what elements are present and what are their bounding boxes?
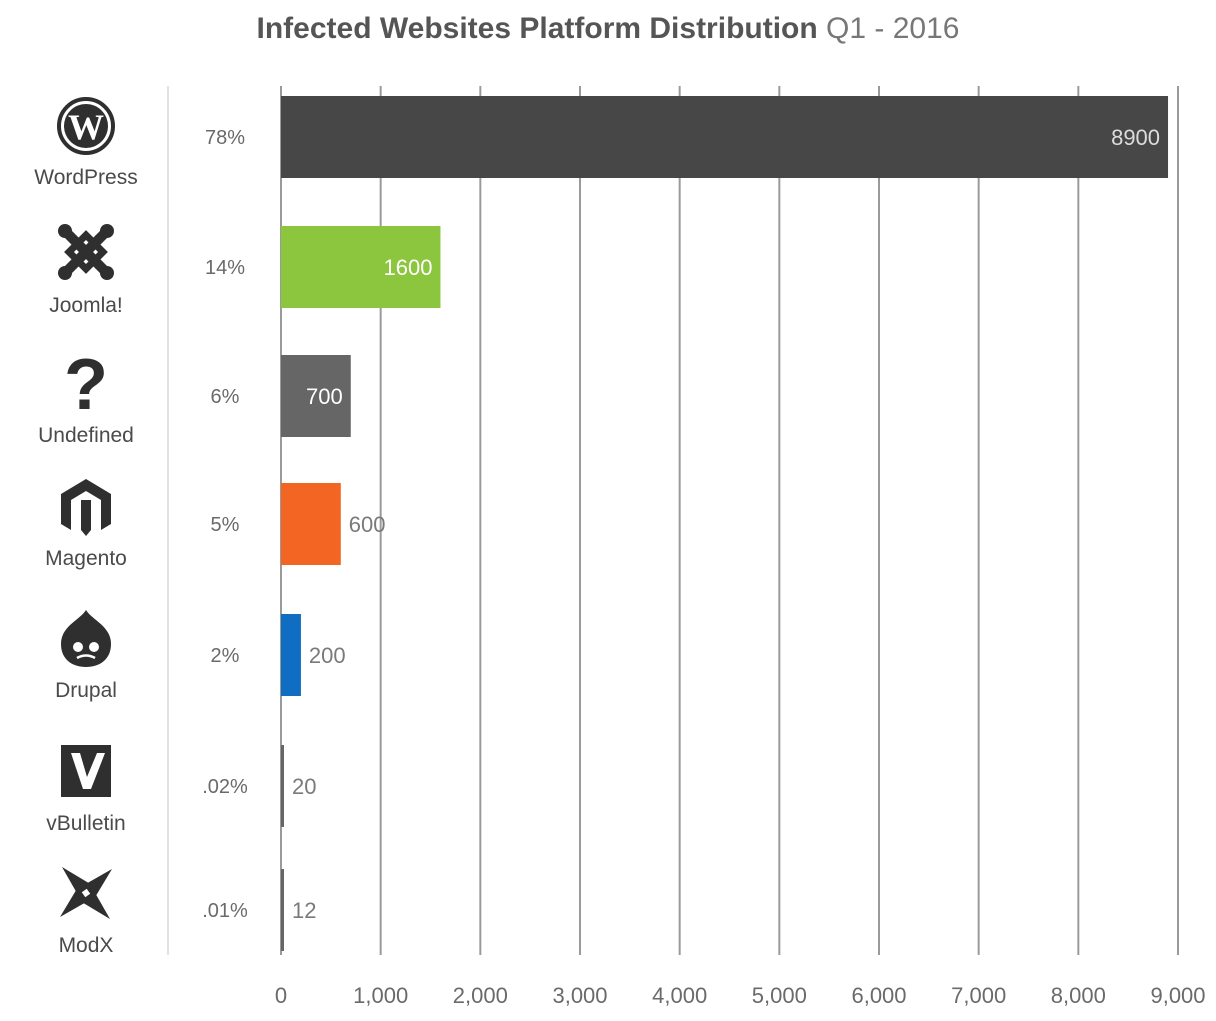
x-tick-label: 8,000 — [1051, 983, 1106, 1008]
category-label: Joomla! — [49, 294, 123, 317]
chart-title-main: Infected Websites Platform Distribution — [256, 12, 818, 45]
bar-magento — [281, 483, 341, 565]
percent-label: 14% — [205, 257, 245, 279]
bar-value-label: 8900 — [1111, 125, 1160, 150]
percent-label: 6% — [211, 386, 240, 408]
x-tick-label: 7,000 — [951, 983, 1006, 1008]
x-tick-label: 4,000 — [652, 983, 707, 1008]
drupal-icon — [61, 610, 111, 667]
percent-label: 2% — [211, 645, 240, 667]
svg-text:?: ? — [64, 345, 108, 425]
bar-undefined — [281, 355, 351, 437]
x-tick-label: 3,000 — [552, 983, 607, 1008]
bar-value-label: 600 — [349, 512, 386, 537]
x-tick-label: 5,000 — [752, 983, 807, 1008]
chart-title: Infected Websites Platform Distribution … — [0, 12, 1216, 46]
category-label: ModX — [59, 934, 114, 957]
x-tick-label: 1,000 — [353, 983, 408, 1008]
bar-drupal — [281, 614, 301, 696]
category-label: Drupal — [55, 679, 117, 702]
bar-modx — [281, 869, 284, 951]
bar-value-label: 1600 — [384, 255, 433, 280]
bar-joomla — [281, 226, 441, 308]
x-tick-label: 2,000 — [453, 983, 508, 1008]
joomla-icon — [58, 224, 114, 280]
vbulletin-icon — [61, 745, 111, 797]
percent-label: 5% — [211, 514, 240, 536]
x-tick-label: 6,000 — [851, 983, 906, 1008]
bar-vbulletin — [281, 745, 284, 827]
category-label: Undefined — [38, 424, 134, 447]
magento-icon — [61, 479, 111, 536]
category-label: WordPress — [34, 166, 137, 189]
modx-icon — [60, 867, 112, 919]
percent-label: .02% — [202, 776, 248, 798]
category-label: Magento — [45, 547, 127, 570]
bar-value-label: 20 — [292, 774, 316, 799]
percent-label: 78% — [205, 127, 245, 149]
bar-value-label: 700 — [306, 384, 343, 409]
x-tick-label: 9,000 — [1150, 983, 1205, 1008]
bar-wordpress — [281, 96, 1169, 178]
chart-title-period: Q1 - 2016 — [826, 12, 960, 45]
x-tick-label: 0 — [275, 983, 287, 1008]
bar-value-label: 200 — [309, 643, 346, 668]
question-mark-icon: ? — [64, 345, 108, 425]
wordpress-icon: W — [57, 97, 115, 155]
bar-value-label: 12 — [292, 898, 316, 923]
category-label: vBulletin — [46, 812, 125, 835]
svg-text:W: W — [68, 107, 104, 147]
percent-label: .01% — [202, 900, 248, 922]
